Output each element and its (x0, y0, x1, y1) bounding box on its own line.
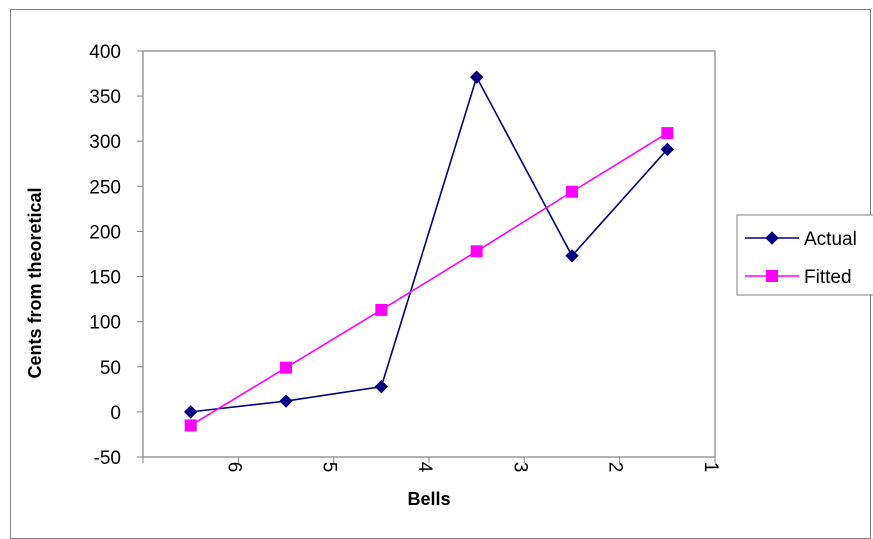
legend-label: Fitted (804, 267, 852, 288)
y-axis-ticks: -50 0 50 100 150 200 250 300 350 400 (89, 42, 143, 469)
y-tick-label: 250 (89, 177, 121, 198)
x-tick-label: 1 (700, 462, 721, 473)
data-point-fitted (661, 127, 674, 140)
y-tick-label: 300 (89, 132, 121, 153)
legend-item-fitted: Fitted (745, 267, 852, 288)
y-tick-label: -50 (94, 448, 121, 469)
y-tick-label: 100 (89, 313, 121, 334)
y-tick-label: 150 (89, 268, 121, 289)
legend-swatch-marker (766, 270, 778, 282)
y-tick-label: 200 (89, 222, 121, 243)
y-tick-label: 50 (100, 358, 121, 379)
x-tick-label: 3 (509, 462, 530, 473)
legend-item-actual: Actual (745, 229, 857, 250)
x-tick-label: 4 (414, 462, 435, 473)
y-tick-label: 400 (89, 42, 121, 63)
data-point-actual (374, 379, 389, 394)
data-point-actual (183, 405, 198, 419)
series-line-actual (190, 75, 668, 413)
legend: Actual Fitted (736, 214, 873, 296)
data-point-fitted (375, 303, 388, 316)
data-point-fitted (184, 419, 197, 432)
legend-label: Actual (804, 229, 857, 250)
data-point-fitted (470, 245, 483, 258)
x-axis-title: Bells (407, 489, 450, 509)
legend-swatch-marker (765, 231, 779, 245)
y-tick-label: 350 (89, 87, 121, 108)
x-tick-label: 5 (319, 462, 340, 473)
data-point-actual (565, 249, 579, 263)
data-point-actual (469, 70, 484, 84)
legend-box (736, 214, 873, 296)
y-axis-title: Cents from theoretical (25, 187, 45, 378)
data-point-fitted (566, 185, 578, 198)
series-actual (183, 70, 675, 419)
x-tick-label: 2 (605, 462, 626, 473)
series-line-fitted (190, 132, 668, 427)
series-layer (183, 70, 675, 432)
data-point-actual (279, 394, 293, 408)
x-tick-label: 6 (223, 462, 244, 473)
y-tick-label: 0 (110, 403, 121, 424)
data-point-actual (660, 142, 675, 157)
plot-area (142, 50, 716, 458)
data-point-fitted (280, 361, 292, 374)
series-fitted (184, 127, 674, 432)
x-axis-ticks: 6 5 4 3 2 1 (142, 457, 721, 473)
